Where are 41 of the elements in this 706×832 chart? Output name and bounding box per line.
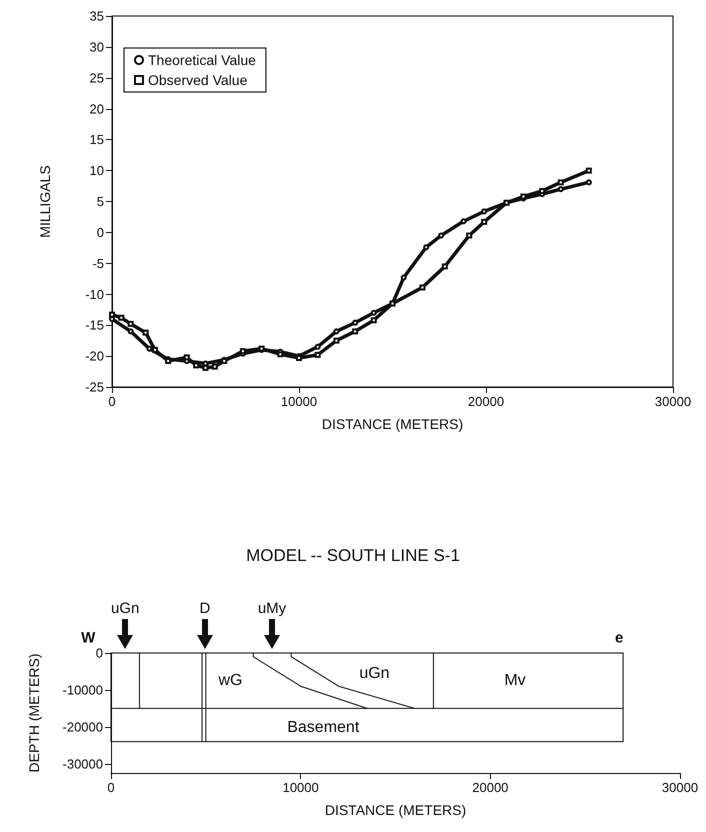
y-tick-label: -15 (85, 318, 104, 333)
y-tick-label: -10 (85, 286, 104, 302)
annotation: wG (217, 672, 242, 690)
x-tick-label: 20000 (468, 394, 504, 409)
y-tick-label: -20 (85, 348, 104, 364)
text: e (614, 630, 624, 646)
text: uMy (256, 600, 288, 617)
x-tick-label: 20000 (472, 780, 508, 795)
text: D (198, 600, 212, 617)
y-tick-label: -10000 (62, 682, 103, 698)
y-tick-label: -30000 (62, 756, 103, 772)
x-axis-title: DISTANCE (METERS) (324, 802, 466, 818)
y-tick-label: 30 (90, 39, 104, 54)
text: uGn (110, 600, 140, 617)
annotation: Mv (504, 672, 526, 690)
x-tick-label: 10000 (282, 780, 319, 795)
y-tick-label: 25 (90, 70, 104, 86)
y-tick-label: 5 (96, 194, 104, 209)
y-tick-label: 20 (90, 101, 104, 116)
y-tick-label: 15 (90, 132, 104, 148)
chart-title: MODEL -- SOUTH LINE S-1 (246, 546, 460, 565)
y-tick-label: 10 (90, 163, 104, 178)
y-tick-label: 0 (96, 224, 104, 240)
y-tick-label: -5 (92, 256, 104, 271)
annotation: Basement (287, 718, 360, 736)
y-axis-title: DEPTH (METERS) (26, 654, 42, 772)
y-tick-label: -25 (85, 380, 104, 394)
y-tick-label: 0 (96, 646, 103, 660)
x-tick-label: 0 (108, 394, 116, 409)
text: W (81, 630, 96, 646)
x-tick-label: 0 (107, 780, 115, 795)
y-axis-title: MILLIGALS (37, 165, 53, 238)
y-tick-label: 35 (90, 8, 104, 24)
x-tick-label: 30000 (662, 780, 698, 795)
x-axis-title: DISTANCE (METERS) (322, 416, 464, 432)
x-tick-label: 30000 (654, 394, 692, 409)
legend-label: Theoretical Value (148, 52, 256, 68)
legend-label: Observed Value (148, 72, 248, 88)
x-tick-label: 10000 (280, 394, 318, 409)
annotation: uGn (359, 664, 390, 682)
y-tick-label: -20000 (62, 719, 103, 734)
